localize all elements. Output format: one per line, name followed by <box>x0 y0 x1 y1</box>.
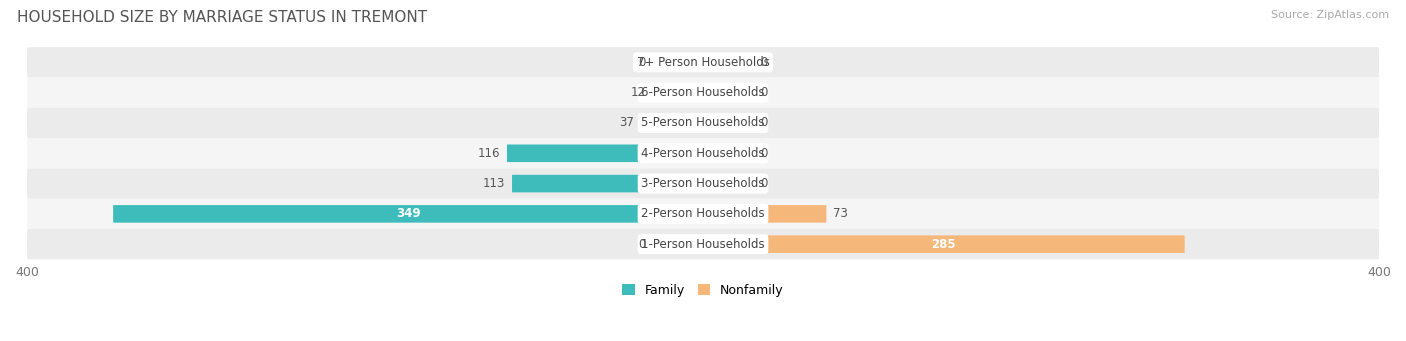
FancyBboxPatch shape <box>112 205 703 223</box>
FancyBboxPatch shape <box>652 54 703 71</box>
FancyBboxPatch shape <box>703 205 827 223</box>
Text: 0: 0 <box>638 56 645 69</box>
Text: 2-Person Households: 2-Person Households <box>641 207 765 220</box>
FancyBboxPatch shape <box>703 145 754 162</box>
Text: 349: 349 <box>395 207 420 220</box>
FancyBboxPatch shape <box>27 168 1379 199</box>
Text: 3-Person Households: 3-Person Households <box>641 177 765 190</box>
FancyBboxPatch shape <box>27 199 1379 229</box>
Text: 73: 73 <box>834 207 848 220</box>
FancyBboxPatch shape <box>703 235 1185 253</box>
Text: 7+ Person Households: 7+ Person Households <box>637 56 769 69</box>
Text: 0: 0 <box>638 238 645 251</box>
FancyBboxPatch shape <box>27 108 1379 138</box>
Text: Source: ZipAtlas.com: Source: ZipAtlas.com <box>1271 10 1389 20</box>
Text: 6-Person Households: 6-Person Households <box>641 86 765 99</box>
Legend: Family, Nonfamily: Family, Nonfamily <box>617 279 789 302</box>
FancyBboxPatch shape <box>27 47 1379 77</box>
Text: 5-Person Households: 5-Person Households <box>641 117 765 130</box>
FancyBboxPatch shape <box>652 84 703 102</box>
Text: 0: 0 <box>761 56 768 69</box>
FancyBboxPatch shape <box>703 114 754 132</box>
Text: 0: 0 <box>761 117 768 130</box>
FancyBboxPatch shape <box>27 138 1379 168</box>
Text: HOUSEHOLD SIZE BY MARRIAGE STATUS IN TREMONT: HOUSEHOLD SIZE BY MARRIAGE STATUS IN TRE… <box>17 10 427 25</box>
Text: 37: 37 <box>619 117 634 130</box>
FancyBboxPatch shape <box>652 235 703 253</box>
FancyBboxPatch shape <box>641 114 703 132</box>
Text: 285: 285 <box>932 238 956 251</box>
Text: 0: 0 <box>761 86 768 99</box>
Text: 4-Person Households: 4-Person Households <box>641 147 765 160</box>
Text: 113: 113 <box>482 177 505 190</box>
FancyBboxPatch shape <box>27 229 1379 259</box>
FancyBboxPatch shape <box>703 84 754 102</box>
Text: 116: 116 <box>478 147 501 160</box>
Text: 12: 12 <box>630 86 645 99</box>
FancyBboxPatch shape <box>508 145 703 162</box>
FancyBboxPatch shape <box>512 175 703 192</box>
FancyBboxPatch shape <box>703 54 754 71</box>
Text: 1-Person Households: 1-Person Households <box>641 238 765 251</box>
FancyBboxPatch shape <box>27 77 1379 108</box>
FancyBboxPatch shape <box>703 175 754 192</box>
Text: 0: 0 <box>761 177 768 190</box>
Text: 0: 0 <box>761 147 768 160</box>
